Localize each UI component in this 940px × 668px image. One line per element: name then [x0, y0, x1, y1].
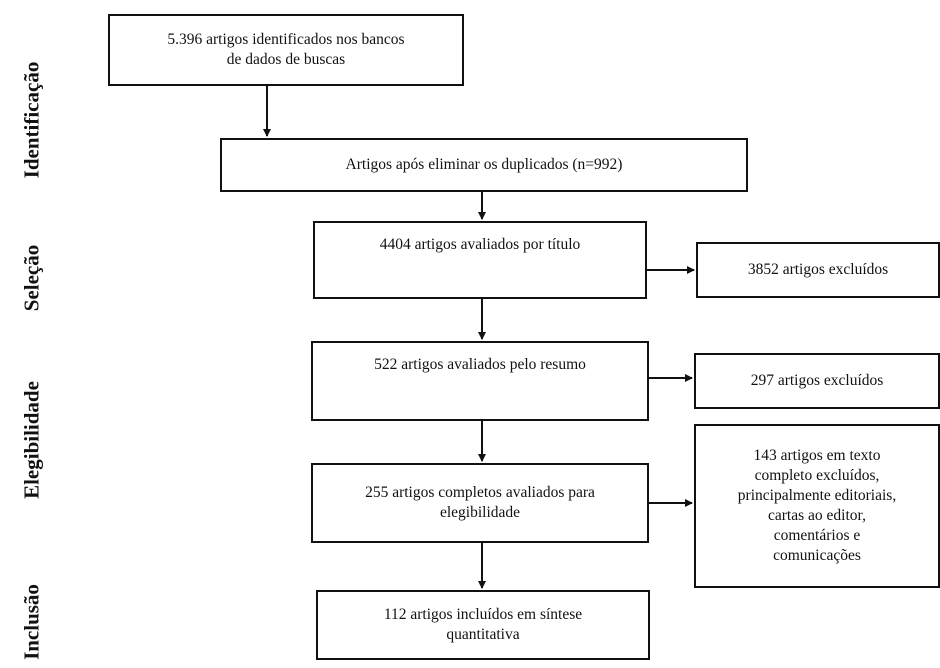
box-included-text: 112 artigos incluídos em síntese quantit… [383, 606, 583, 643]
box-fulltext-excluded-text: 143 artigos em texto completo excluídos,… [737, 447, 897, 564]
box-fulltext-excluded: 143 artigos em texto completo excluídos,… [694, 424, 940, 588]
box-abstract-screened-text: 522 artigos avaliados pelo resumo [374, 356, 586, 373]
box-title-excluded: 3852 artigos excluídos [696, 242, 940, 298]
box-fulltext-assessed: 255 artigos completos avaliados para ele… [311, 463, 649, 543]
box-identified-records: 5.396 artigos identificados nos bancos d… [108, 14, 464, 86]
box-title-screened-text: 4404 artigos avaliados por título [379, 236, 581, 253]
box-title-excluded-text: 3852 artigos excluídos [747, 261, 889, 278]
box-after-duplicates: Artigos após eliminar os duplicados (n=9… [220, 138, 748, 192]
box-title-screened: 4404 artigos avaliados por título [313, 221, 647, 299]
box-identified-records-text: 5.396 artigos identificados nos bancos d… [167, 31, 405, 68]
box-abstract-excluded: 297 artigos excluídos [694, 353, 940, 409]
box-fulltext-assessed-text: 255 artigos completos avaliados para ele… [365, 484, 595, 521]
box-included: 112 artigos incluídos em síntese quantit… [316, 590, 650, 660]
box-after-duplicates-text: Artigos após eliminar os duplicados (n=9… [345, 156, 623, 173]
box-abstract-screened: 522 artigos avaliados pelo resumo [311, 341, 649, 421]
box-abstract-excluded-text: 297 artigos excluídos [750, 372, 884, 389]
